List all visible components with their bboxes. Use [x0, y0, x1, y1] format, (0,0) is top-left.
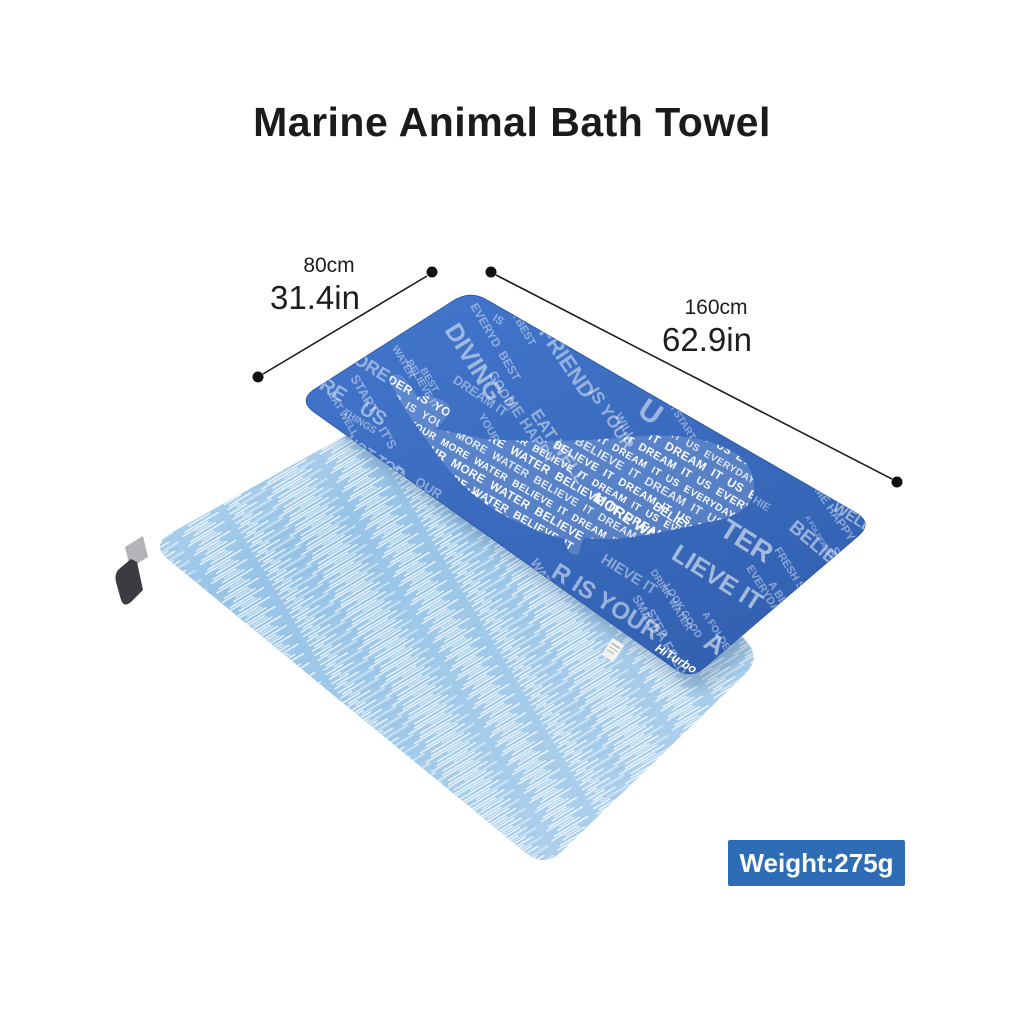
length-imperial-label: 62.9in: [662, 321, 752, 358]
width-metric-label: 80cm: [303, 254, 355, 277]
page-title: Marine Animal Bath Towel: [253, 99, 771, 145]
dimension-dot: [891, 476, 903, 488]
dimension-line: [262, 275, 428, 375]
care-tag: [602, 638, 624, 662]
dimension-dot: [426, 266, 438, 278]
weight-badge: Weight:275g: [728, 840, 905, 886]
weight-badge-text: Weight:275g: [739, 847, 894, 878]
dimension-line: [495, 274, 893, 480]
strap-dark-part: [115, 559, 143, 605]
width-imperial-label: 31.4in: [270, 279, 360, 316]
towel-word: START: [827, 545, 859, 586]
dimension-dot: [485, 266, 497, 278]
dimension-width-line: [252, 266, 438, 383]
blue-towel-base: [305, 294, 866, 675]
light-towel-sheen: [159, 367, 754, 861]
hang-strap: [115, 536, 148, 605]
dimension-length-line: [485, 266, 903, 488]
length-metric-label: 160cm: [684, 296, 748, 319]
whale-silhouette: [389, 374, 755, 555]
dimension-dot: [252, 371, 264, 383]
